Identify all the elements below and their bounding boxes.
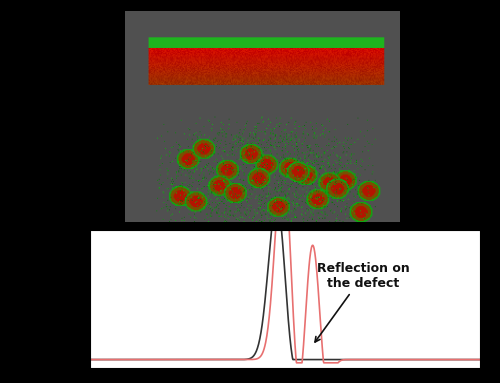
Text: Reflection on
the defect: Reflection on the defect bbox=[315, 262, 410, 342]
Y-axis label: Amplitude (a.u.): Amplitude (a.u.) bbox=[43, 257, 53, 341]
